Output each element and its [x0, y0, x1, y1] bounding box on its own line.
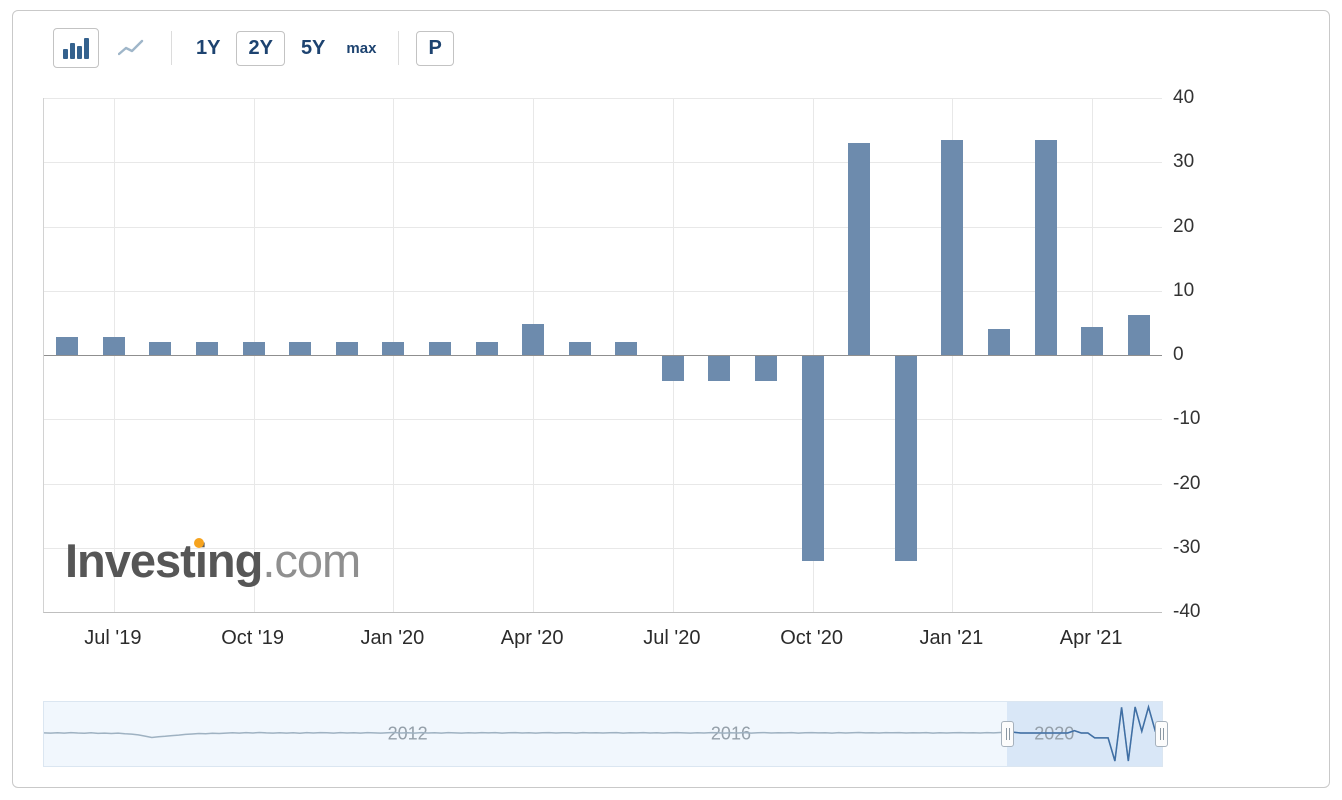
bar: [755, 355, 778, 381]
bar: [1034, 139, 1057, 355]
x-axis-label: Apr '21: [1059, 627, 1123, 649]
h-gridline: [44, 98, 1162, 99]
y-axis-label: 40: [1173, 87, 1195, 108]
toolbar-separator: [171, 31, 172, 65]
plot-area: [43, 98, 1162, 613]
x-axis-label: Jan '21: [919, 627, 984, 649]
y-axis-label: -20: [1173, 472, 1201, 494]
range-2y-button[interactable]: 2Y: [236, 30, 285, 66]
y-axis-label: -10: [1173, 408, 1201, 430]
investing-watermark: Investing .com: [65, 533, 361, 588]
x-axis-label: Jan '20: [360, 627, 425, 649]
chart-widget: 1Y 2Y 5Y max P 40 30 20 10 0 -10 -20 -30 -40 Jul…: [12, 10, 1330, 788]
navigator-right-handle[interactable]: [1155, 721, 1168, 747]
h-gridline: [44, 290, 1162, 292]
bar: [848, 142, 871, 355]
toolbar: 1Y 2Y 5Y max P: [53, 25, 454, 71]
range-5y-button[interactable]: 5Y: [294, 31, 332, 66]
bar: [335, 342, 358, 355]
toolbar-separator: [398, 31, 400, 65]
bar: [289, 342, 312, 355]
x-axis-label: Jul '20: [643, 627, 701, 649]
range-1y-button[interactable]: 1Y: [189, 31, 227, 66]
bar: [522, 324, 545, 355]
bar: [708, 355, 731, 381]
bar: [102, 337, 125, 355]
y-axis-label: 10: [1173, 279, 1195, 301]
bar: [475, 342, 498, 355]
y-axis-label: -40: [1173, 601, 1201, 622]
bar: [428, 342, 451, 355]
zero-axis-line: [44, 355, 1162, 356]
bar: [242, 342, 265, 355]
bar: [382, 342, 405, 355]
x-axis-label: Oct '19: [221, 627, 284, 649]
watermark-orange-dot-icon: [194, 538, 204, 548]
x-axis: Jul '19 Oct '19 Jan '20 Apr '20 Jul '20 Oct '…: [43, 627, 1161, 655]
y-axis-label: 30: [1173, 151, 1195, 173]
navigator-year-label: 2012: [387, 723, 428, 744]
line-chart-icon: [118, 39, 144, 56]
h-gridline: [44, 226, 1162, 228]
bar: [196, 342, 219, 355]
bar: [56, 337, 79, 355]
p-button[interactable]: P: [416, 30, 454, 66]
watermark-main-text: Investing: [65, 534, 263, 587]
line-chart-type-button[interactable]: [108, 28, 154, 68]
bar: [1081, 327, 1104, 355]
h-gridline: [44, 162, 1162, 164]
bar-chart-type-button[interactable]: [53, 28, 99, 68]
navigator-left-handle[interactable]: [1001, 721, 1015, 747]
x-axis-label: Jul '19: [84, 627, 142, 649]
y-axis-label: -30: [1173, 536, 1201, 558]
h-gridline: [44, 483, 1162, 485]
range-navigator[interactable]: 2012 2016 2020: [43, 701, 1168, 767]
y-axis: 40 30 20 10 0 -10 -20 -30 -40: [1173, 87, 1227, 622]
y-axis-label: 20: [1173, 215, 1195, 237]
bar: [941, 139, 964, 355]
h-gridline: [44, 547, 1162, 549]
bar: [568, 342, 591, 355]
navigator-year-label: 2016: [710, 723, 751, 744]
x-axis-label: Apr '20: [500, 627, 564, 649]
h-gridline: [44, 419, 1162, 421]
bar: [1127, 314, 1150, 355]
bar: [615, 342, 638, 355]
bar-chart-icon: [63, 37, 89, 59]
bar: [801, 355, 824, 561]
range-max-button[interactable]: max: [341, 34, 381, 63]
bar: [149, 342, 172, 355]
x-axis-label: Oct '20: [780, 627, 843, 649]
bar: [987, 329, 1010, 355]
y-axis-label: 0: [1173, 344, 1184, 365]
navigator-mini-chart: [44, 704, 1162, 762]
bar: [894, 355, 917, 561]
watermark-suffix-text: .com: [262, 534, 361, 587]
bar: [661, 355, 684, 381]
